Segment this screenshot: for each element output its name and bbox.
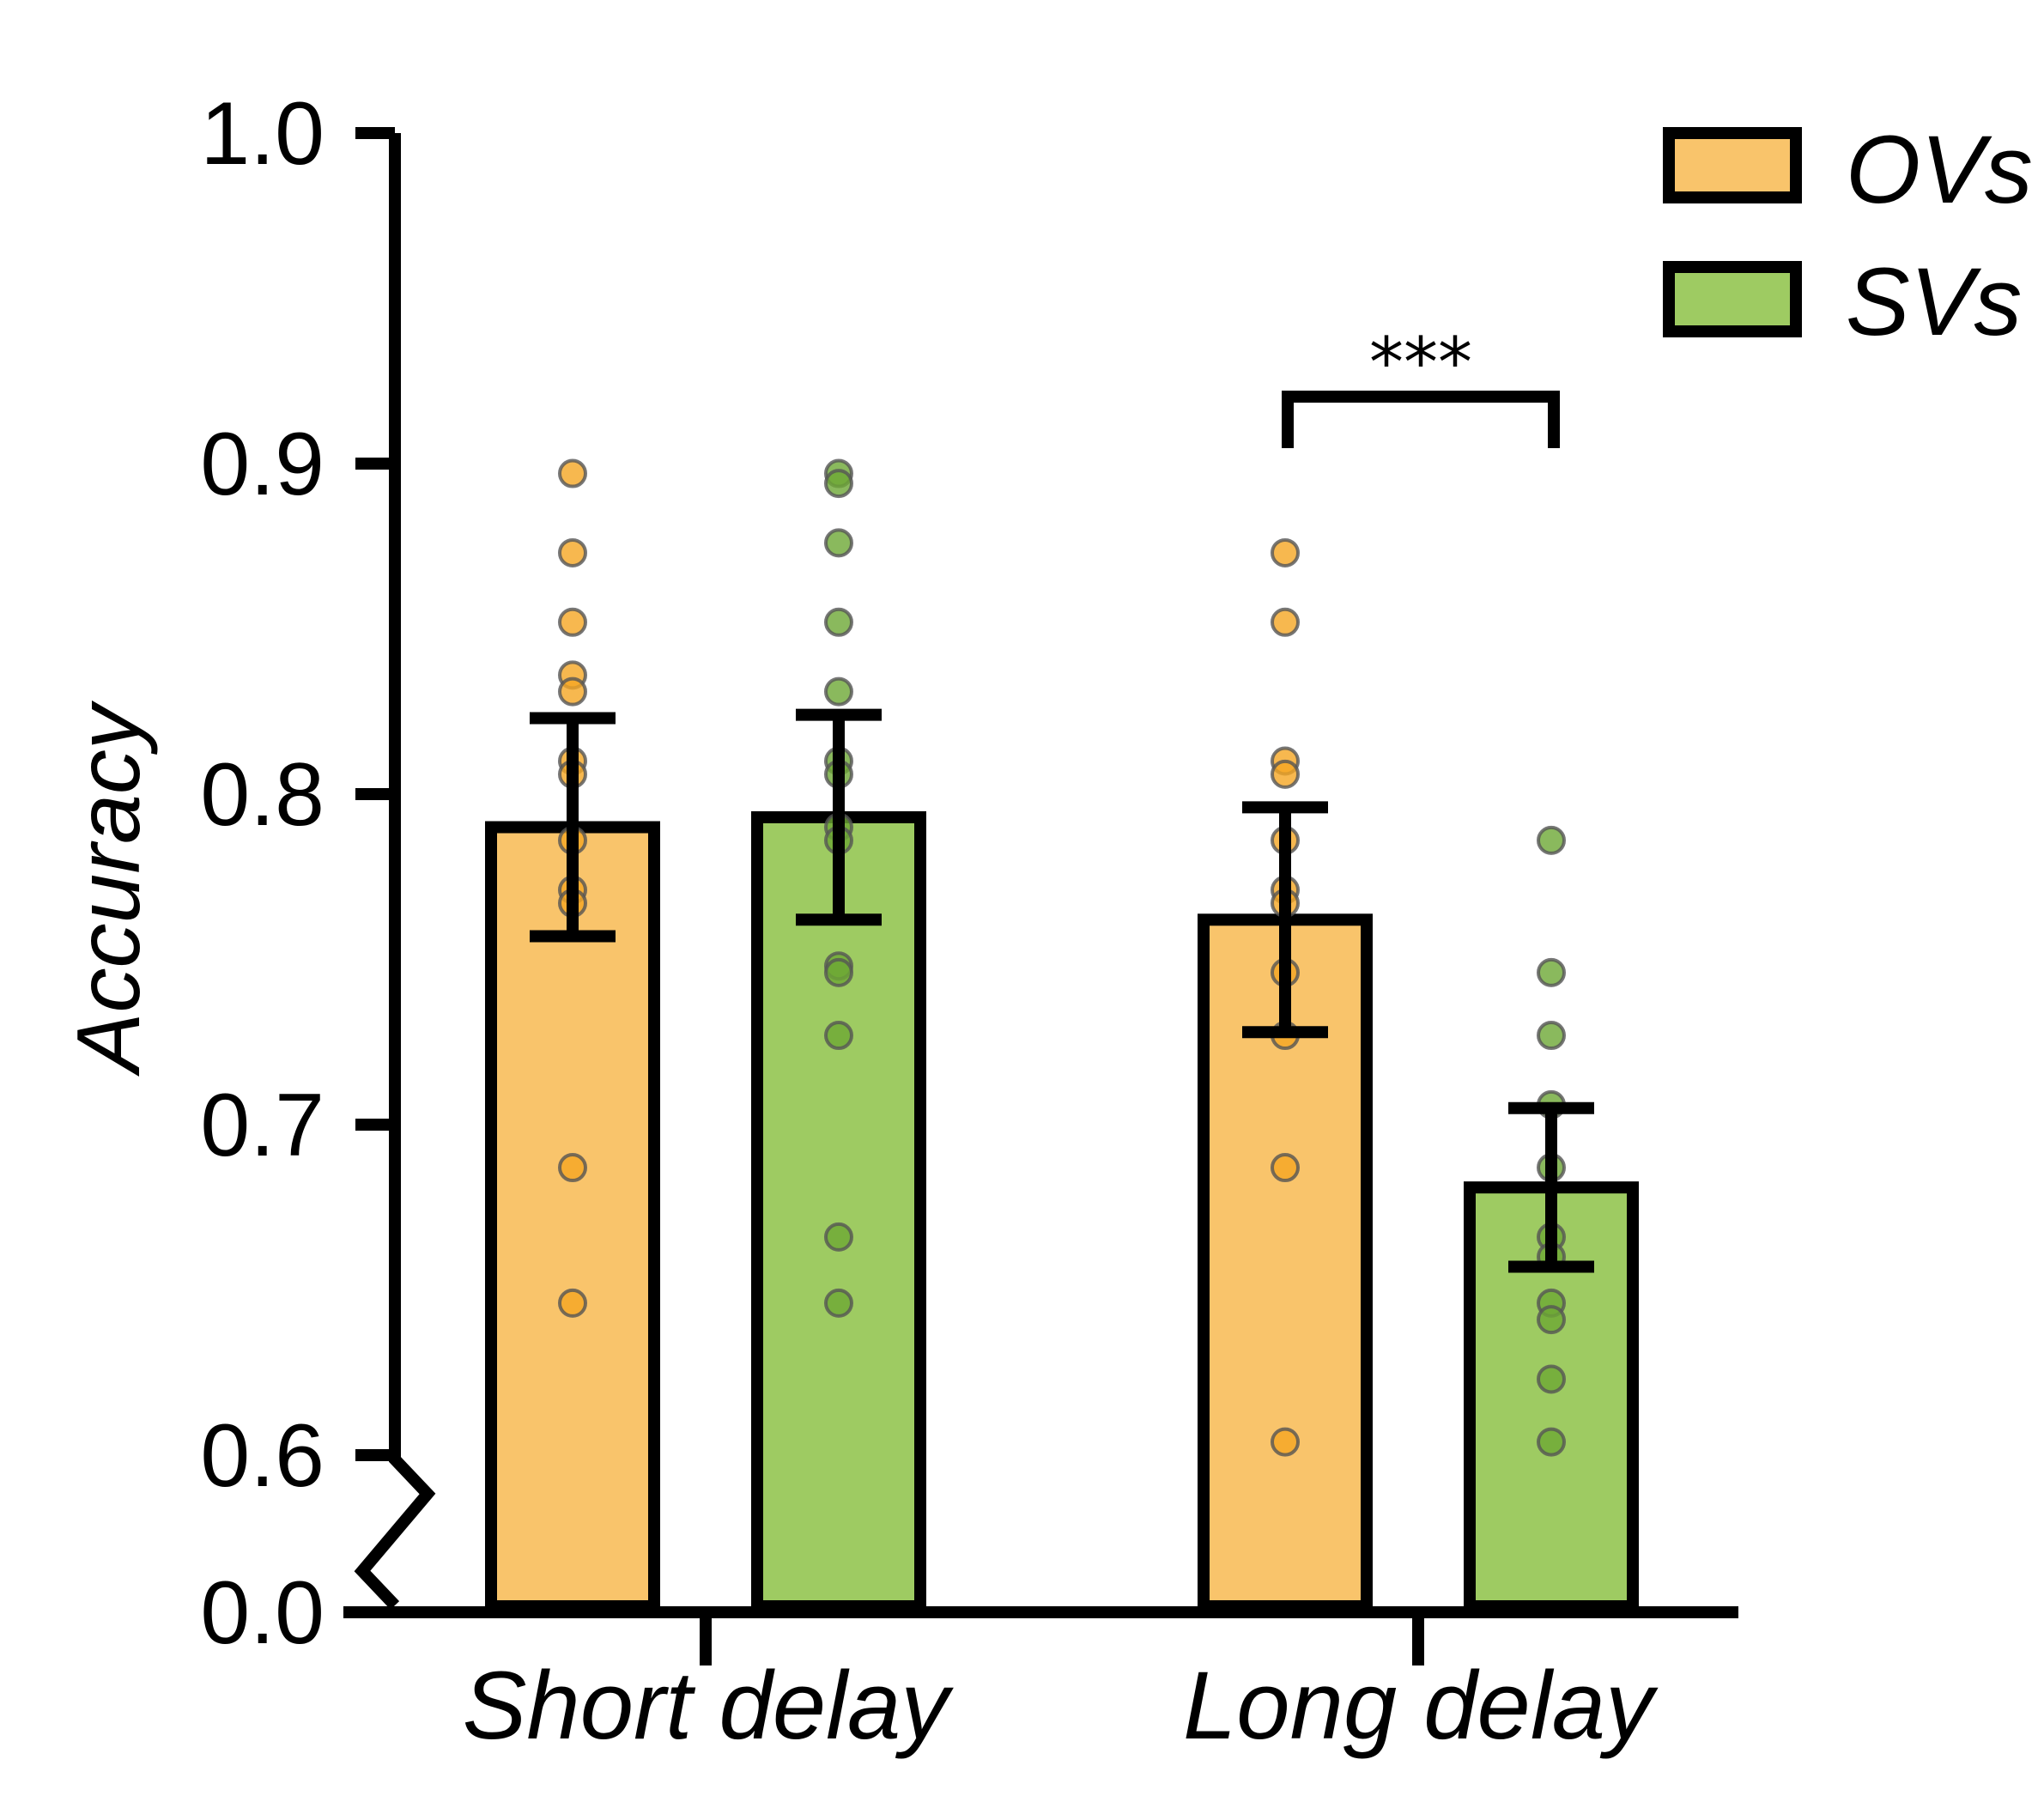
point-short-delay-svs-3 <box>824 528 853 558</box>
y-axis-title: Accuracy <box>59 700 159 1077</box>
legend-label-svs: SVs <box>1846 248 2022 355</box>
y-tick-label-0.9: 0.9 <box>200 415 324 514</box>
point-long-delay-svs-10 <box>1537 1364 1566 1394</box>
point-long-delay-ovs-1 <box>1271 537 1300 567</box>
error-bars <box>530 708 1594 1273</box>
point-long-delay-svs-11 <box>1537 1427 1566 1457</box>
y-tick-label-0.6: 0.6 <box>200 1406 324 1506</box>
point-short-delay-svs-13 <box>824 1222 853 1252</box>
bar-short-delay-ovs <box>485 821 660 1612</box>
point-long-delay-svs-3 <box>1537 1021 1566 1051</box>
point-long-delay-svs-9 <box>1537 1305 1566 1335</box>
significance-label: *** <box>1369 323 1472 403</box>
point-short-delay-ovs-2 <box>558 537 587 567</box>
point-short-delay-svs-11 <box>824 957 853 987</box>
point-short-delay-svs-2 <box>824 469 853 499</box>
point-short-delay-svs-12 <box>824 1021 853 1051</box>
point-short-delay-ovs-12 <box>558 1288 587 1318</box>
legend-label-ovs: OVs <box>1846 116 2033 223</box>
point-long-delay-svs-1 <box>1537 825 1566 855</box>
point-short-delay-svs-14 <box>824 1288 853 1318</box>
point-long-delay-ovs-4 <box>1271 759 1300 789</box>
significance-bracket <box>1282 391 1560 448</box>
x-category-label-long-delay: Long delay <box>1183 1652 1659 1759</box>
y-tick-label-1.0: 1.0 <box>200 84 324 184</box>
error-bar-short-delay-ovs <box>530 712 616 943</box>
legend-swatch-ovs <box>1663 127 1802 203</box>
legend: OVs SVs <box>1663 116 2033 355</box>
bars <box>485 810 1639 1613</box>
data-points <box>558 458 1566 1457</box>
y-tick-label-0.0: 0.0 <box>200 1563 324 1663</box>
point-short-delay-ovs-1 <box>558 458 587 488</box>
error-bar-short-delay-svs <box>796 708 882 926</box>
significance-marker: *** <box>1282 323 1560 448</box>
point-long-delay-ovs-2 <box>1271 607 1300 637</box>
y-tick-label-0.8: 0.8 <box>200 745 324 845</box>
error-bar-long-delay-ovs <box>1242 801 1328 1039</box>
point-long-delay-ovs-11 <box>1271 1427 1300 1457</box>
point-short-delay-svs-4 <box>824 607 853 637</box>
y-tick-label-0.7: 0.7 <box>200 1076 324 1175</box>
legend-swatch-svs <box>1663 261 1802 337</box>
bar-short-delay-svs <box>751 810 926 1612</box>
axes: 0.0 0.6 0.7 0.8 0.9 1.0 <box>200 84 1738 1665</box>
error-bar-long-delay-svs <box>1508 1101 1594 1273</box>
x-category-label-short-delay: Short delay <box>463 1652 955 1759</box>
point-short-delay-ovs-5 <box>558 677 587 707</box>
y-axis-line <box>354 133 436 1610</box>
point-short-delay-ovs-11 <box>558 1153 587 1183</box>
point-long-delay-ovs-10 <box>1271 1153 1300 1183</box>
point-long-delay-svs-2 <box>1537 957 1566 987</box>
point-short-delay-svs-5 <box>824 677 853 707</box>
point-short-delay-ovs-3 <box>558 607 587 637</box>
